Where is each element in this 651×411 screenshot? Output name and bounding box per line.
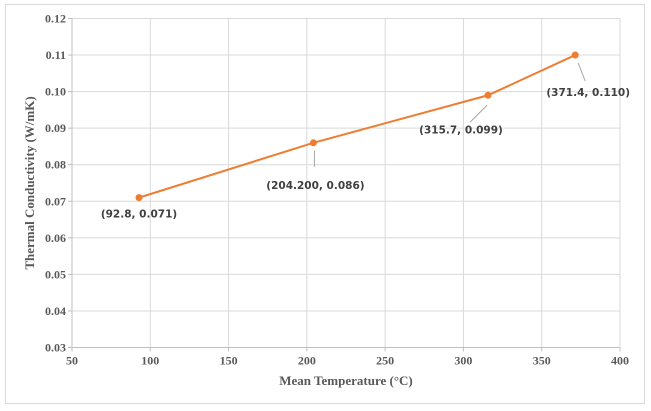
y-tick-label: 0.05	[45, 267, 66, 281]
x-tick-label: 350	[533, 354, 551, 368]
y-axis-label: Thermal Conductivity (W/mK)	[22, 96, 37, 269]
y-tick-label: 0.03	[45, 341, 66, 355]
data-label: (315.7, 0.099)	[419, 124, 503, 136]
x-tick-label: 100	[141, 354, 159, 368]
leader-line	[469, 104, 488, 123]
y-tick-label: 0.07	[45, 194, 66, 208]
data-point	[135, 194, 143, 202]
y-tick-label: 0.09	[45, 121, 66, 135]
x-tick-label: 50	[66, 354, 78, 368]
series-line	[138, 54, 576, 199]
x-tick-label: 250	[376, 354, 394, 368]
data-point	[309, 139, 317, 147]
y-tick-label: 0.08	[45, 158, 66, 172]
data-point	[571, 51, 579, 59]
x-tick-label: 300	[454, 354, 472, 368]
x-tick-label: 400	[611, 354, 629, 368]
chart-frame	[5, 4, 645, 404]
y-tick-label: 0.06	[45, 231, 66, 245]
y-tick-label: 0.04	[45, 304, 66, 318]
y-tick-label: 0.12	[45, 12, 66, 26]
x-tick-label: 150	[220, 354, 238, 368]
data-label: (371.4, 0.110)	[546, 87, 630, 99]
data-label: (92.8, 0.071)	[101, 209, 177, 221]
data-point	[484, 91, 492, 99]
y-tick-label: 0.10	[45, 85, 66, 99]
x-axis-label: Mean Temperature (°C)	[279, 373, 413, 388]
data-label: (204.200, 0.086)	[266, 180, 364, 192]
leader-line	[577, 62, 586, 82]
x-tick-label: 200	[298, 354, 316, 368]
y-tick-label: 0.11	[46, 48, 66, 62]
